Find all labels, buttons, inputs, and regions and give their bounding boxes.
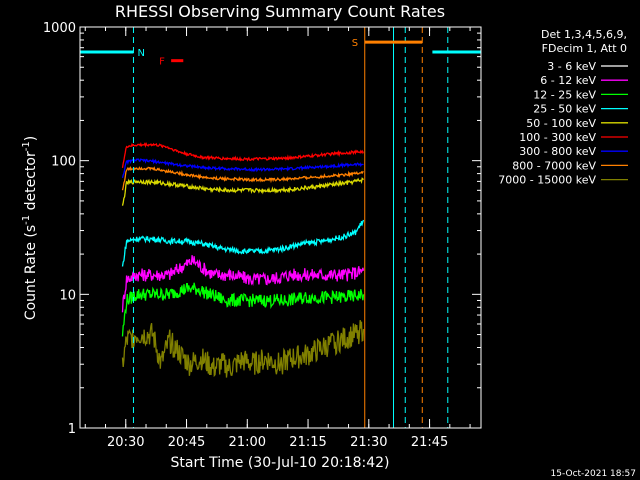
series-line-4 (121, 177, 364, 206)
x-tick-label-0: 20:30 (107, 435, 144, 450)
y-tick-label-3: 1000 (43, 21, 76, 36)
footer-timestamp: 15-Oct-2021 18:57 (551, 469, 636, 479)
x-tick-label-1: 20:45 (168, 435, 205, 450)
legend-label-5: 100 - 300 keV (519, 131, 596, 144)
legend-label-2: 12 - 25 keV (533, 88, 596, 101)
legend-label-0: 3 - 6 keV (547, 60, 596, 73)
x-tick-label-5: 21:45 (411, 435, 448, 450)
series-line-5 (121, 141, 365, 168)
series-line-6 (121, 158, 364, 179)
legend-header-1: FDecim 1, Att 0 (542, 42, 627, 55)
y-tick-label-0: 1 (68, 422, 76, 437)
flag-n-label: N (137, 48, 144, 59)
x-axis-label: Start Time (30-Jul-10 20:18:42) (170, 455, 389, 471)
legend-label-4: 50 - 100 keV (526, 117, 596, 130)
legend-label-7: 800 - 7000 keV (512, 159, 596, 172)
legend: Det 1,3,4,5,6,9,FDecim 1, Att 0 3 - 6 keV… (498, 28, 628, 187)
plot-frame (79, 26, 482, 429)
legend-label-6: 300 - 800 keV (519, 145, 596, 158)
y-tick-label-2: 100 (51, 155, 76, 170)
series-line-3 (121, 219, 365, 267)
series-line-8 (121, 320, 365, 378)
series-line-7 (121, 165, 364, 191)
legend-header-0: Det 1,3,4,5,6,9, (541, 28, 627, 41)
x-tick-label-2: 21:00 (229, 435, 266, 450)
flag-s-label: S (352, 38, 358, 49)
legend-label-3: 25 - 50 keV (533, 103, 596, 116)
series-line-2 (121, 282, 365, 337)
x-tick-label-4: 21:30 (350, 435, 387, 450)
flag-f-label: F (159, 57, 165, 68)
legend-label-1: 6 - 12 keV (540, 74, 596, 87)
chart-title: RHESSI Observing Summary Count Rates (115, 2, 445, 21)
series-line-1 (121, 255, 365, 313)
series-line-0 (121, 257, 365, 418)
y-tick-label-1: 10 (59, 288, 76, 303)
y-axis-label: Count Rate (s-1 detector-1) (21, 136, 39, 320)
legend-label-8: 7000 - 15000 keV (498, 174, 596, 187)
x-tick-label-3: 21:15 (289, 435, 326, 450)
